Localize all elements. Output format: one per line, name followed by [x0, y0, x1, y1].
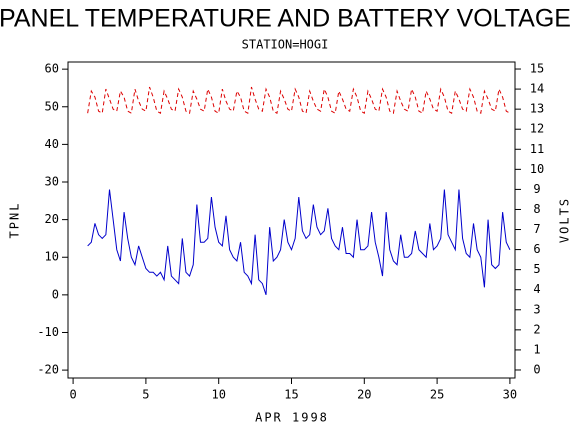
y2-tick-label: 10	[530, 162, 544, 176]
y2-tick-label: 0	[533, 362, 540, 376]
y2-tick-label: 8	[533, 202, 540, 216]
x-axis-label: APR 1998	[255, 411, 329, 425]
y2-tick-label: 9	[533, 182, 540, 196]
y2-axis-label: VOLTS	[558, 197, 570, 243]
x-tick-label: 0	[69, 388, 76, 402]
y-tick-label: 10	[45, 250, 59, 264]
x-tick-label: 10	[211, 388, 225, 402]
y2-tick-label: 7	[533, 222, 540, 236]
y2-tick-label: 6	[533, 242, 540, 256]
x-tick-label: 30	[503, 388, 517, 402]
y-tick-label: 0	[52, 287, 59, 301]
y-tick-label: -10	[37, 325, 59, 339]
y2-tick-label: 5	[533, 262, 540, 276]
y2-tick-label: 14	[530, 82, 544, 96]
chart-subtitle: STATION=HOGI	[242, 38, 329, 52]
y2-tick-label: 3	[533, 302, 540, 316]
y2-tick-label: 13	[530, 102, 544, 116]
series-line	[88, 190, 510, 295]
y-tick-label: 40	[45, 137, 59, 151]
y-tick-label: 50	[45, 99, 59, 113]
series-line	[88, 87, 510, 113]
y2-tick-label: 1	[533, 342, 540, 356]
y2-tick-label: 15	[530, 62, 544, 76]
y-tick-label: 20	[45, 212, 59, 226]
y-axis-label: TPNL	[8, 202, 22, 239]
y-tick-label: 30	[45, 175, 59, 189]
x-tick-label: 5	[142, 388, 149, 402]
x-tick-label: 20	[357, 388, 371, 402]
x-tick-label: 25	[430, 388, 444, 402]
y-tick-label: -20	[37, 363, 59, 377]
y-tick-label: 60	[45, 62, 59, 76]
y2-tick-label: 4	[533, 282, 540, 296]
x-tick-label: 15	[284, 388, 298, 402]
chart-title: PANEL TEMPERATURE AND BATTERY VOLTAGE	[0, 5, 570, 33]
y2-tick-label: 2	[533, 322, 540, 336]
y2-tick-label: 12	[530, 122, 544, 136]
y2-tick-label: 11	[530, 142, 544, 156]
